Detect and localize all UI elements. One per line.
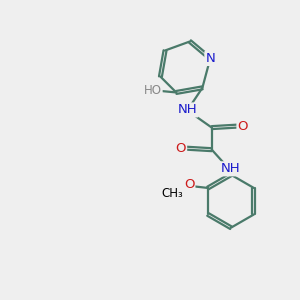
- Text: N: N: [206, 52, 215, 65]
- Text: O: O: [184, 178, 194, 191]
- Text: CH₃: CH₃: [161, 188, 183, 200]
- Text: NH: NH: [220, 162, 240, 175]
- Text: HO: HO: [144, 85, 162, 98]
- Text: O: O: [176, 142, 186, 155]
- Text: O: O: [238, 120, 248, 133]
- Text: NH: NH: [178, 103, 197, 116]
